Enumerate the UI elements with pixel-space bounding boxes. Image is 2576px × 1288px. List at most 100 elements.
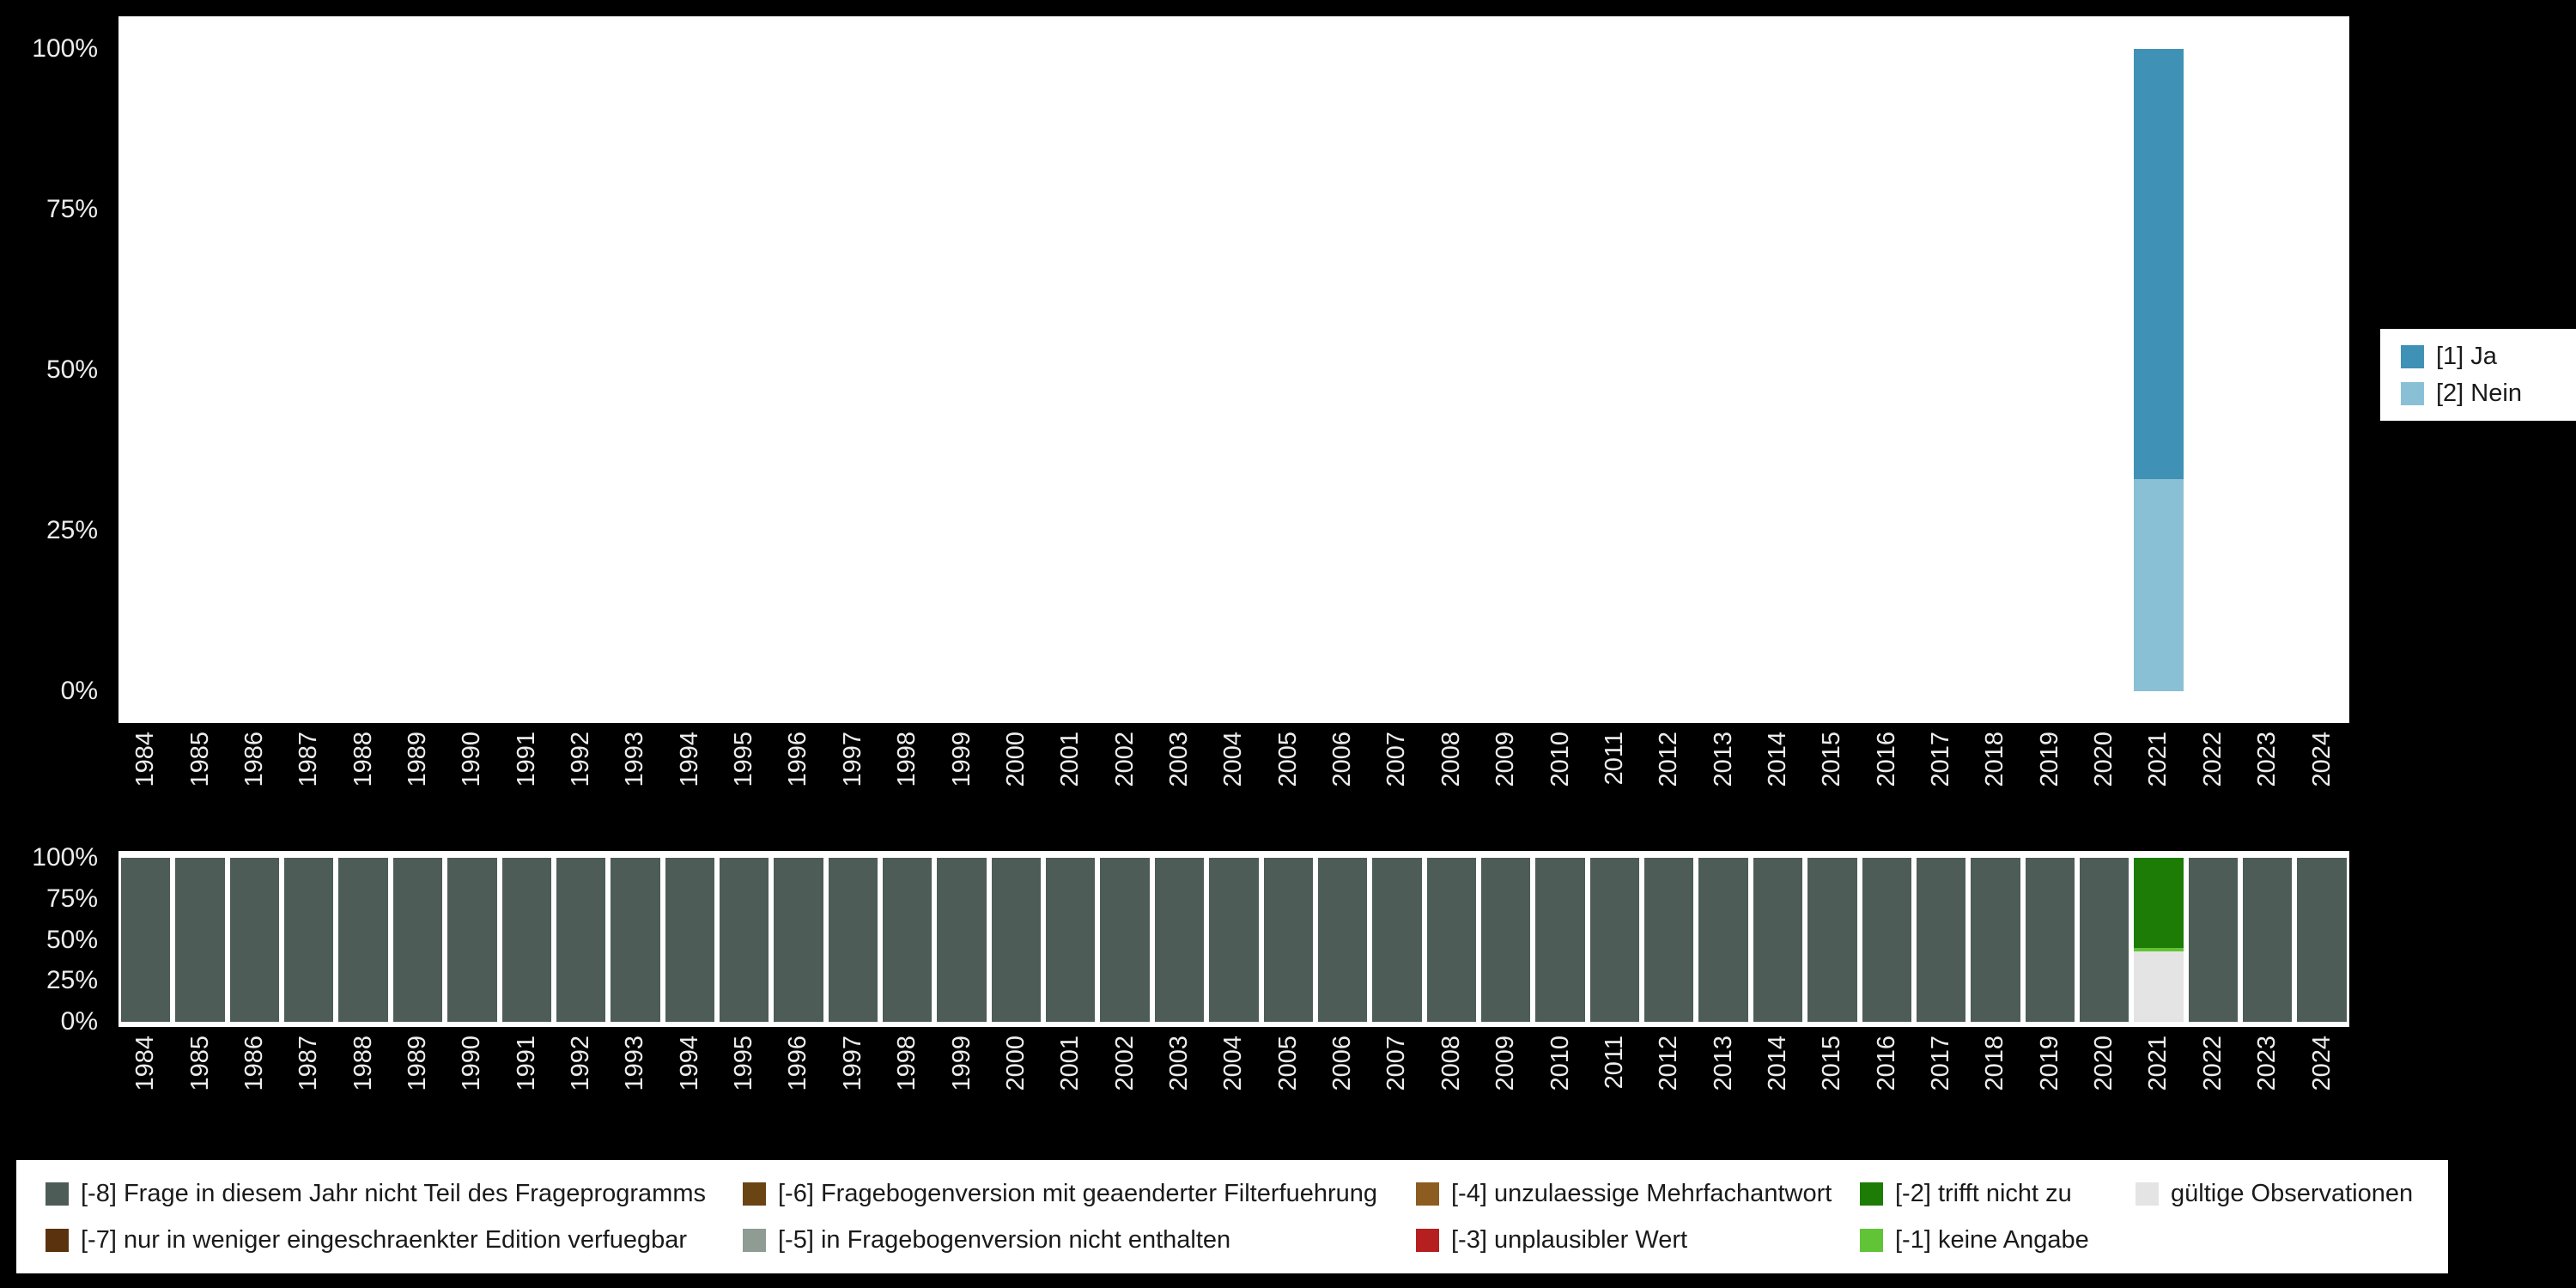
bar-slot-2021 — [2131, 49, 2185, 691]
x-axis-tick: 1987 — [282, 1036, 336, 1130]
bar-slot-2004 — [1206, 858, 1261, 1022]
legend-item-label: gültige Observationen — [2171, 1179, 2414, 1207]
bar-slot-2013 — [1696, 49, 1750, 691]
x-axis-tick: 2002 — [1097, 732, 1151, 826]
x-axis-tick: 1986 — [228, 1036, 282, 1130]
x-axis-tick-label: 2022 — [2198, 1036, 2227, 1091]
x-axis-tick-label: 2017 — [1927, 732, 1955, 787]
bar-segment — [2134, 479, 2184, 691]
bar-slot-1996 — [771, 49, 825, 691]
bar-slot-1997 — [826, 49, 880, 691]
x-axis-tick: 2014 — [1751, 732, 1805, 826]
x-axis-tick-label: 2005 — [1273, 1036, 1302, 1091]
x-axis-tick: 2002 — [1097, 1036, 1151, 1130]
y-axis-tick-label: 100% — [32, 34, 98, 63]
x-axis-tick-label: 2006 — [1328, 1036, 1357, 1091]
missings-legend: [-8] Frage in diesem Jahr nicht Teil des… — [16, 1160, 2448, 1273]
legend-item: [2] Nein — [2401, 380, 2567, 408]
bar-segment — [229, 858, 280, 1022]
x-axis-tick-label: 2010 — [1546, 1036, 1574, 1091]
legend-color-swatch — [1416, 1182, 1439, 1206]
x-axis-tick-label: 2005 — [1273, 732, 1302, 787]
x-axis-tick: 1988 — [336, 732, 390, 826]
bar-slot-2009 — [1479, 49, 1533, 691]
x-axis-tick: 2015 — [1805, 732, 1859, 826]
bar-segment — [2134, 49, 2184, 480]
x-axis-tick-label: 2009 — [1492, 1036, 1520, 1091]
bar-slot-1984 — [118, 49, 173, 691]
bar-slot-2016 — [1860, 858, 1914, 1022]
bar-slot-1998 — [880, 49, 934, 691]
bar-slot-1992 — [554, 858, 608, 1022]
legend-color-swatch — [2401, 344, 2424, 368]
bar-segment — [1644, 858, 1694, 1022]
bar-slot-2007 — [1370, 49, 1424, 691]
legend-item-label: [-2] trifft nicht zu — [1895, 1179, 2072, 1207]
x-axis-tick: 2021 — [2131, 732, 2185, 826]
y-axis-tick-label: 50% — [46, 355, 98, 384]
x-axis-tick: 2005 — [1261, 732, 1315, 826]
bar-slot-2012 — [1642, 858, 1696, 1022]
x-axis-tick: 1989 — [391, 1036, 445, 1130]
x-axis-tick-label: 2019 — [2035, 1036, 2063, 1091]
x-axis-tick-label: 1990 — [458, 732, 486, 787]
x-axis-tick: 1993 — [608, 732, 662, 826]
x-axis-tick: 1995 — [717, 1036, 771, 1130]
x-axis-tick: 2001 — [1043, 732, 1097, 826]
x-axis-tick-label: 2014 — [1763, 1036, 1791, 1091]
bar-segment — [828, 858, 878, 1022]
y-axis-tick-label: 0% — [60, 677, 98, 705]
bar-segment — [2079, 858, 2129, 1022]
legend-color-swatch — [743, 1182, 766, 1206]
x-axis-tick-label: 2017 — [1927, 1036, 1955, 1091]
y-axis-tick-label: 100% — [32, 843, 98, 872]
x-axis-tick-label: 1992 — [567, 732, 595, 787]
bar-slot-2018 — [1968, 49, 2022, 691]
bar-segment — [175, 858, 225, 1022]
bar-segment — [883, 858, 933, 1022]
bar-slot-2017 — [1914, 49, 1968, 691]
y-axis-tick-label: 75% — [46, 884, 98, 913]
bar-segment — [991, 858, 1042, 1022]
x-axis-tick-label: 2021 — [2144, 732, 2172, 787]
bar-segment — [1209, 858, 1259, 1022]
legend-item: [-4] unzulaessige Mehrfachantwort — [1416, 1180, 1860, 1208]
bar-slot-2017 — [1914, 858, 1968, 1022]
top-chart-y-axis: 100% 75% 50% 25% 0% — [0, 16, 108, 723]
x-axis-tick: 2017 — [1914, 1036, 1968, 1130]
x-axis-tick-label: 2004 — [1219, 732, 1248, 787]
x-axis-tick: 2007 — [1370, 1036, 1424, 1130]
x-axis-tick: 1991 — [500, 1036, 554, 1130]
bar-segment — [2297, 858, 2347, 1022]
missings-chart-x-axis: 1984 1985 1986 1987 1988 1989 1990 1991 1992 1993… — [118, 1036, 2349, 1130]
x-axis-tick: 1993 — [608, 1036, 662, 1130]
x-axis-tick-label: 1998 — [893, 732, 921, 787]
x-axis-tick-label: 2002 — [1110, 1036, 1139, 1091]
bar-slot-2008 — [1425, 858, 1479, 1022]
y-axis-tick-label: 0% — [60, 1007, 98, 1036]
y-axis-tick-label: 25% — [46, 966, 98, 995]
bar-slot-2004 — [1206, 49, 1261, 691]
x-axis-tick-label: 2019 — [2035, 732, 2063, 787]
legend-color-swatch — [1860, 1228, 1883, 1252]
bar-segment — [611, 858, 660, 1022]
bar-slot-2010 — [1533, 858, 1587, 1022]
x-axis-tick-label: 2018 — [1981, 1036, 2009, 1091]
x-axis-tick: 1984 — [118, 732, 173, 826]
legend-item-label: [-4] unzulaessige Mehrfachantwort — [1451, 1179, 1832, 1207]
x-axis-tick-label: 1994 — [675, 1036, 703, 1091]
legend-color-swatch — [1860, 1182, 1883, 1206]
bar-slot-2018 — [1968, 858, 2022, 1022]
bar-segment — [392, 858, 443, 1022]
x-axis-tick-label: 1987 — [295, 732, 323, 787]
top-chart-x-axis: 1984 1985 1986 1987 1988 1989 1990 1991 1992 1993… — [118, 732, 2349, 826]
bar-slot-1993 — [608, 858, 662, 1022]
x-axis-tick-label: 2016 — [1872, 732, 1900, 787]
legend-color-swatch — [743, 1228, 766, 1252]
x-axis-tick: 2013 — [1696, 732, 1750, 826]
bar-slot-1987 — [282, 49, 336, 691]
top-chart-panel — [118, 16, 2349, 723]
x-axis-tick-label: 2004 — [1219, 1036, 1248, 1091]
bar-segment — [937, 858, 987, 1022]
